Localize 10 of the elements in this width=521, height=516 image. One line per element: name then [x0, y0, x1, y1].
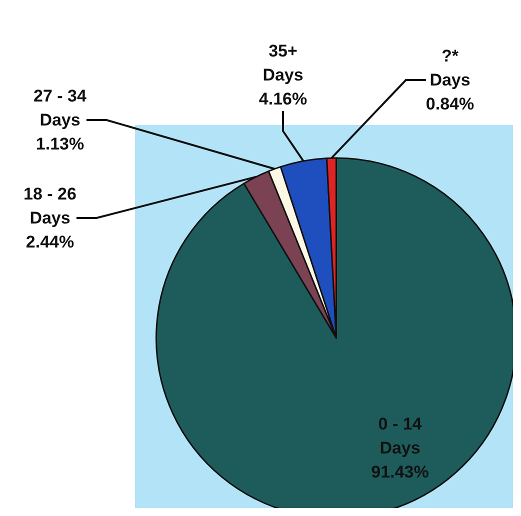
data-label: 91.43% [371, 462, 429, 482]
slice-label: 35+ Days [262, 42, 304, 84]
slice-label: 0 - 14 Days [378, 414, 422, 458]
data-label: 2.44% [26, 232, 74, 252]
slice-label: 18 - 26 Days [24, 184, 76, 228]
slice-label: ?* Days [430, 46, 470, 90]
data-label: 0.84% [426, 94, 474, 114]
slice-label: 27 - 34 Days [34, 86, 87, 130]
data-label: 4.16% [258, 90, 308, 108]
data-label: 1.13% [36, 134, 84, 154]
